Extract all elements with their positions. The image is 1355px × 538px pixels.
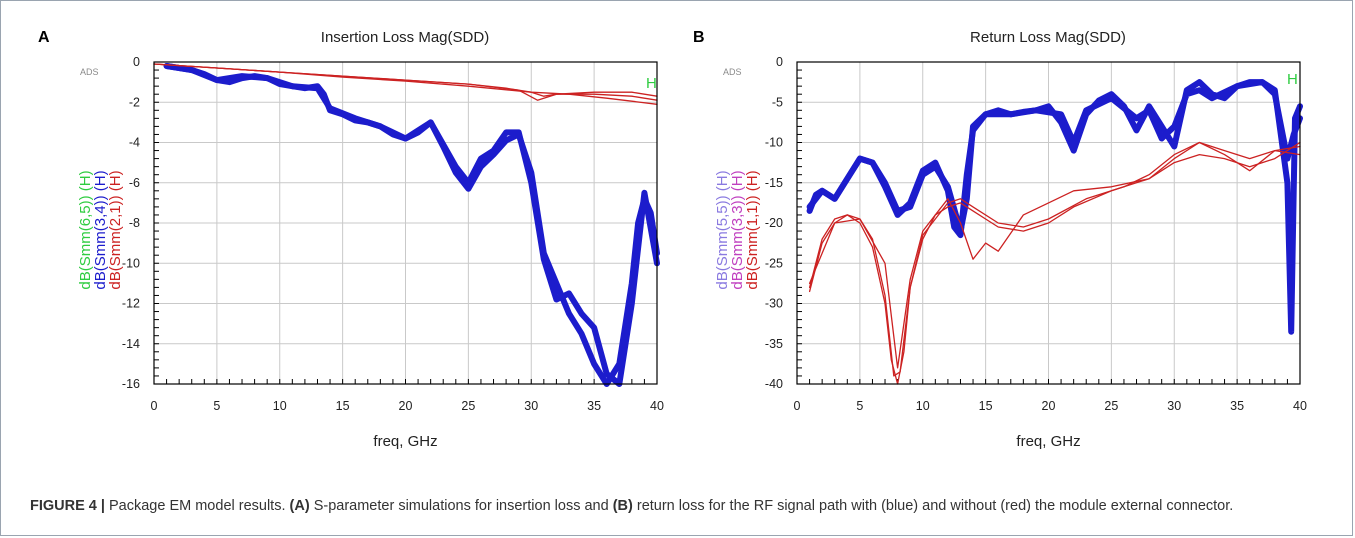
legend-entry: dB(Smm(2,1)) (H) xyxy=(107,170,124,289)
caption-rest: return loss for the RF signal path with … xyxy=(632,498,1234,514)
series-line-1 xyxy=(806,79,1303,235)
plot-frame xyxy=(796,61,1301,385)
chart-title: Return Loss Mag(SDD) xyxy=(970,29,1126,46)
y-tick-label: -15 xyxy=(765,176,783,190)
caption-middle: S-parameter simulations for insertion lo… xyxy=(309,498,613,514)
x-tick-label: 35 xyxy=(1230,399,1244,413)
y-tick-label: -20 xyxy=(765,216,783,230)
caption-panel-a-ref: (A) xyxy=(289,498,310,514)
x-axis-label: freq, GHz xyxy=(373,433,437,450)
x-tick-label: 15 xyxy=(336,399,350,413)
y-tick-label: -14 xyxy=(122,337,140,351)
ads-watermark: ADS xyxy=(80,67,99,77)
legend-entry: dB(Smm(3,4)) (H) xyxy=(92,170,109,289)
legend-entry: dB(Smm(1,1)) (H) xyxy=(744,170,761,289)
panel-b-chart: 0 5 10 15 20 25 30 35 40 0 -5 -10 -15 -20 -25 -30 -35 -40… xyxy=(693,29,1307,450)
y-tick-label: -40 xyxy=(765,377,783,391)
y-tick-label: -2 xyxy=(129,95,140,109)
figure-caption: FIGURE 4 | Package EM model results. (A)… xyxy=(30,496,1330,516)
series-line-2 xyxy=(808,141,1301,385)
x-tick-label: 5 xyxy=(856,399,863,413)
y-tick-label: -10 xyxy=(122,256,140,270)
y-tick-label: 0 xyxy=(133,55,140,69)
y-tick-label: -4 xyxy=(129,136,140,150)
x-tick-label: 5 xyxy=(213,399,220,413)
series-line-1 xyxy=(163,63,660,387)
y-tick-label: -25 xyxy=(765,256,783,270)
y-tick-label: 0 xyxy=(776,55,783,69)
x-tick-label: 10 xyxy=(273,399,287,413)
x-tick-label: 20 xyxy=(1042,399,1056,413)
x-tick-label: 40 xyxy=(650,399,664,413)
caption-label: FIGURE 4 | xyxy=(30,498,105,514)
x-tick-label: 35 xyxy=(587,399,601,413)
series-line-4 xyxy=(153,63,658,101)
y-tick-label: -35 xyxy=(765,337,783,351)
y-tick-label: -16 xyxy=(122,377,140,391)
y-axis-legend: dB(Smm(5,5)) (H)dB(Smm(3,3)) (H)dB(Smm(1… xyxy=(714,170,761,289)
marker-label: H xyxy=(1287,71,1298,88)
x-tick-label: 0 xyxy=(794,399,801,413)
chart-title: Insertion Loss Mag(SDD) xyxy=(321,29,489,46)
caption-intro: Package EM model results. xyxy=(104,498,290,514)
y-axis-legend: dB(Smm(6,5)) (H)dB(Smm(3,4)) (H)dB(Smm(2… xyxy=(77,170,124,289)
x-tick-label: 40 xyxy=(1293,399,1307,413)
x-tick-label: 25 xyxy=(1104,399,1118,413)
x-tick-label: 30 xyxy=(1167,399,1181,413)
panel-letter: A xyxy=(38,29,50,46)
y-tick-label: -12 xyxy=(122,297,140,311)
y-tick-label: -30 xyxy=(765,297,783,311)
x-tick-label: 15 xyxy=(979,399,993,413)
legend-entry: dB(Smm(5,5)) (H) xyxy=(714,170,731,289)
caption-panel-b-ref: (B) xyxy=(612,498,633,514)
y-tick-label: -6 xyxy=(129,176,140,190)
legend-entry: dB(Smm(3,3)) (H) xyxy=(729,170,746,289)
x-tick-label: 0 xyxy=(151,399,158,413)
x-tick-label: 20 xyxy=(399,399,413,413)
y-tick-label: -10 xyxy=(765,136,783,150)
y-tick-label: -5 xyxy=(772,95,783,109)
series-line-4 xyxy=(808,141,1301,369)
x-axis-label: freq, GHz xyxy=(1016,433,1080,450)
legend-entry: dB(Smm(6,5)) (H) xyxy=(77,170,94,289)
panel-a-chart: 0 5 10 15 20 25 30 35 40 0 -2 -4 -6 -8 -10 -12 -14 -16 A In… xyxy=(38,29,664,450)
x-tick-label: 10 xyxy=(916,399,930,413)
plot-frame xyxy=(153,61,658,385)
y-tick-label: -8 xyxy=(129,216,140,230)
x-tick-label: 30 xyxy=(524,399,538,413)
x-tick-label: 25 xyxy=(461,399,475,413)
ads-watermark: ADS xyxy=(723,67,742,77)
panel-letter: B xyxy=(693,29,705,46)
marker-label: H xyxy=(646,75,657,92)
